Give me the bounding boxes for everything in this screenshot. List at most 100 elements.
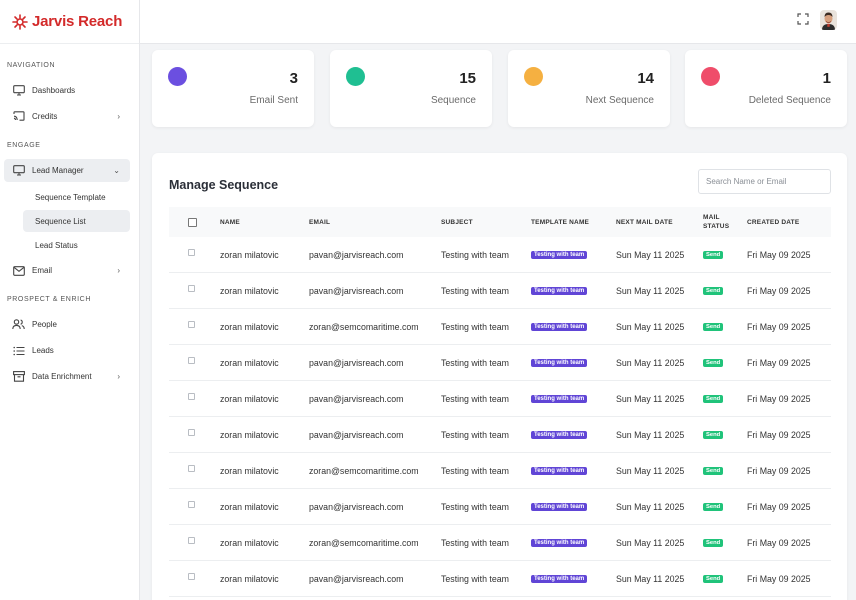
page-title: Manage Sequence [169, 178, 279, 192]
cell-name: zoran milatovic [220, 394, 279, 404]
manage-sequence-panel: Manage Sequence NAME EMAIL SUBJECT TEMPL… [152, 153, 847, 600]
cell-email: pavan@jarvisreach.com [309, 394, 404, 404]
cell-select [188, 273, 195, 309]
table-row[interactable]: zoran milatovic pavan@jarvisreach.com Test… [169, 381, 831, 417]
template-badge: Testing with team [531, 287, 588, 295]
status-badge: Send [703, 575, 724, 583]
table-row[interactable]: zoran milatovic pavan@jarvisreach.com Test… [169, 273, 831, 309]
stat-dot [168, 67, 187, 86]
column-header-next-date[interactable]: NEXT MAIL DATE [616, 218, 673, 226]
row-checkbox[interactable] [188, 285, 195, 292]
row-checkbox[interactable] [188, 429, 195, 436]
sidebar-item-people[interactable]: People [4, 313, 130, 336]
select-all-checkbox[interactable] [188, 217, 197, 227]
sidebar-subitem-sequence-template[interactable]: Sequence Template [35, 192, 106, 202]
cell-created: Fri May 09 2025 [747, 322, 811, 332]
cell-created: Fri May 09 2025 [747, 394, 811, 404]
column-header-email[interactable]: EMAIL [309, 218, 331, 226]
avatar[interactable] [820, 10, 837, 30]
table-row[interactable]: zoran milatovic pavan@jarvisreach.com Test… [169, 489, 831, 525]
cell-template: Testing with team [531, 381, 588, 417]
logo[interactable]: Jarvis Reach [0, 0, 139, 44]
row-checkbox[interactable] [188, 501, 195, 508]
sidebar-item-label: Leads [32, 346, 54, 355]
template-badge: Testing with team [531, 575, 588, 583]
cell-subject: Testing with team [441, 394, 509, 404]
sidebar-item-label: Lead Manager [32, 166, 84, 175]
sidebar-item-email[interactable]: Email › [4, 259, 130, 282]
row-checkbox[interactable] [188, 393, 195, 400]
stat-value: 3 [289, 70, 298, 87]
select-all-cell [188, 207, 197, 237]
status-badge: Send [703, 431, 724, 439]
cell-next-date: Sun May 11 2025 [616, 574, 685, 584]
cell-next-date: Sun May 11 2025 [616, 430, 685, 440]
table-row[interactable]: zoran milatovic pavan@jarvisreach.com Test… [169, 345, 831, 381]
cell-subject: Testing with team [441, 502, 509, 512]
cell-status: Send [703, 381, 724, 417]
chevron-right-icon: › [117, 112, 120, 121]
stat-value: 1 [822, 70, 831, 87]
table-row[interactable]: zoran milatovic pavan@jarvisreach.com Test… [169, 417, 831, 453]
column-header-name[interactable]: NAME [220, 218, 240, 226]
table-row[interactable]: zoran milatovic pavan@jarvisreach.com Test… [169, 237, 831, 273]
row-checkbox[interactable] [188, 357, 195, 364]
cell-select [188, 345, 195, 381]
stat-value: 15 [459, 70, 476, 87]
sidebar-item-data-enrichment[interactable]: Data Enrichment › [4, 365, 130, 388]
sidebar-subitem-sequence-list[interactable]: Sequence List [23, 210, 130, 232]
row-checkbox[interactable] [188, 249, 195, 256]
logo-text: Jarvis Reach [32, 13, 123, 30]
cell-next-date: Sun May 11 2025 [616, 538, 685, 548]
stat-card-sequence: 15 Sequence [330, 50, 492, 127]
stat-value: 14 [637, 70, 654, 87]
column-header-subject[interactable]: SUBJECT [441, 218, 473, 226]
cell-select [188, 561, 195, 597]
cell-name: zoran milatovic [220, 466, 279, 476]
sidebar-subitem-lead-status[interactable]: Lead Status [35, 240, 78, 250]
sidebar-item-credits[interactable]: Credits › [4, 105, 130, 128]
table-row[interactable]: zoran milatovic zoran@semcomaritime.com Te… [169, 309, 831, 345]
cell-status: Send [703, 561, 724, 597]
cell-template: Testing with team [531, 453, 588, 489]
cell-name: zoran milatovic [220, 286, 279, 296]
cell-subject: Testing with team [441, 574, 509, 584]
section-label-navigation: NAVIGATION [7, 62, 56, 69]
cell-subject: Testing with team [441, 250, 509, 260]
cell-next-date: Sun May 11 2025 [616, 250, 685, 260]
table-row[interactable]: zoran milatovic zoran@semcomaritime.com Te… [169, 453, 831, 489]
row-checkbox[interactable] [188, 537, 195, 544]
row-checkbox[interactable] [188, 321, 195, 328]
sidebar-item-label: Dashboards [32, 86, 76, 95]
row-checkbox[interactable] [188, 465, 195, 472]
status-badge: Send [703, 323, 724, 331]
cell-created: Fri May 09 2025 [747, 358, 811, 368]
section-label-prospect: PROSPECT & ENRICH [7, 296, 91, 303]
cell-select [188, 381, 195, 417]
cell-name: zoran milatovic [220, 574, 279, 584]
cell-created: Fri May 09 2025 [747, 286, 811, 296]
cell-created: Fri May 09 2025 [747, 466, 811, 476]
cell-created: Fri May 09 2025 [747, 574, 811, 584]
sidebar-item-lead-manager[interactable]: Lead Manager ⌄ [4, 159, 130, 182]
cell-template: Testing with team [531, 417, 588, 453]
section-label-engage: ENGAGE [7, 142, 41, 149]
cell-next-date: Sun May 11 2025 [616, 286, 685, 296]
column-header-status[interactable]: MAIL STATUS [703, 214, 730, 230]
search-input[interactable] [698, 169, 831, 194]
row-checkbox[interactable] [188, 573, 195, 580]
monitor-icon [12, 164, 25, 177]
fullscreen-icon[interactable] [797, 13, 809, 25]
cell-template: Testing with team [531, 273, 588, 309]
column-header-created[interactable]: CREATED DATE [747, 218, 800, 226]
cell-email: pavan@jarvisreach.com [309, 574, 404, 584]
sidebar-item-leads[interactable]: Leads [4, 339, 130, 362]
table-row[interactable]: zoran milatovic pavan@jarvisreach.com Test… [169, 561, 831, 597]
sidebar: Jarvis Reach NAVIGATION Dashboards Credi… [0, 0, 140, 600]
template-badge: Testing with team [531, 539, 588, 547]
cell-status: Send [703, 453, 724, 489]
cell-status: Send [703, 273, 724, 309]
table-row[interactable]: zoran milatovic zoran@semcomaritime.com Te… [169, 525, 831, 561]
sidebar-item-dashboards[interactable]: Dashboards [4, 79, 130, 102]
column-header-template[interactable]: TEMPLATE NAME [531, 218, 590, 226]
